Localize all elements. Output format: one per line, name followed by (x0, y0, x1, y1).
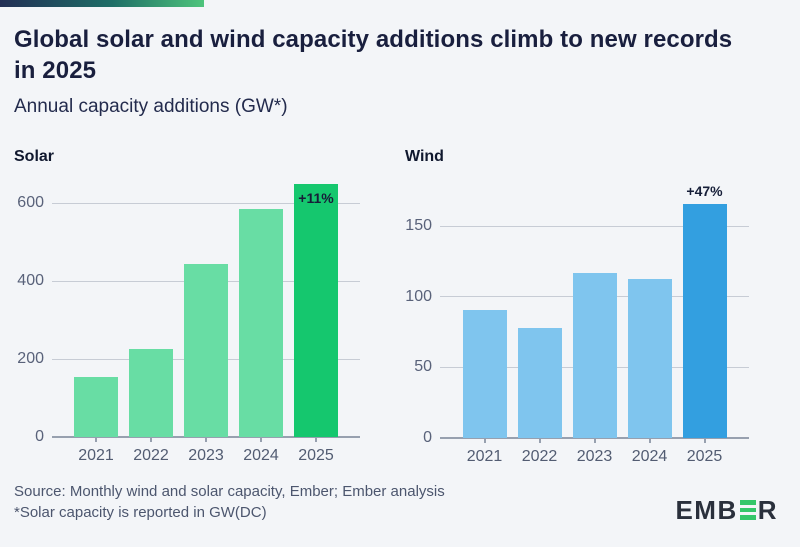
ember-logo: EMB R (675, 494, 778, 525)
gridline (52, 202, 360, 204)
y-axis-tick-label: 150 (405, 217, 432, 235)
x-axis-tick (648, 439, 651, 443)
logo-text-left: EMB (675, 494, 738, 525)
x-axis-tick (483, 439, 486, 443)
x-axis-tick (315, 438, 317, 442)
accent-gradient-bar (0, 0, 204, 7)
x-axis-tick-label: 2025 (298, 447, 334, 464)
x-axis-tick (150, 438, 152, 442)
bar-2025: +11% (294, 183, 338, 437)
x-axis-tick (538, 439, 541, 443)
x-axis-tick-label: 2022 (133, 447, 169, 464)
x-axis-tick-label: 2023 (576, 448, 613, 465)
x-axis-tick (205, 438, 207, 442)
bar-2023 (572, 272, 617, 438)
y-axis-tick-label: 100 (405, 287, 432, 305)
bar-group: 2021 2022 2023 2024 +47% 2025 (440, 183, 749, 465)
x-axis-tick-label: 2024 (631, 448, 668, 465)
bar-slot: +11% 2025 (294, 180, 338, 464)
bar-group: 2021 2022 2023 2024 +11% 2025 (52, 180, 360, 464)
growth-annotation: +47% (686, 182, 723, 199)
x-axis-tick-label: 2021 (78, 447, 114, 464)
source-note: Source: Monthly wind and solar capacity,… (14, 481, 445, 523)
bar-2025: +47% (682, 183, 727, 438)
y-axis-tick-label: 50 (414, 358, 432, 376)
bar-2021 (74, 376, 118, 437)
y-axis-tick-label: 0 (423, 429, 432, 446)
bar-slot: 2021 (462, 191, 507, 465)
wind-panel-title: Wind (405, 148, 444, 165)
x-axis-line (52, 436, 360, 438)
gridline (440, 225, 749, 227)
solar-bar-chart: 0 200 400 600 2021 2022 2023 2024 +11% 2025 (17, 180, 360, 464)
y-axis-tick-label: 200 (17, 350, 44, 368)
bar-2021 (462, 309, 507, 438)
x-axis-line (440, 437, 749, 439)
bar-2023 (184, 264, 228, 437)
bar-slot: +47% 2025 (682, 183, 727, 465)
wind-bar-chart: 0 50 100 150 2021 2022 2023 2024 +47% 2025 (405, 183, 749, 465)
page-subtitle: Annual capacity additions (GW*) (14, 96, 288, 117)
y-axis-tick-label: 0 (35, 428, 44, 445)
bar-2024 (627, 278, 672, 438)
ember-green-e-bars-icon (739, 499, 756, 521)
source-line-2: *Solar capacity is reported in GW(DC) (14, 504, 267, 521)
x-axis-tick-label: 2022 (521, 448, 558, 465)
bar-slot: 2021 (74, 180, 118, 464)
bar-slot: 2024 (239, 180, 283, 464)
x-axis-tick-label: 2021 (466, 448, 503, 465)
x-axis-tick (703, 439, 706, 443)
growth-annotation: +11% (298, 189, 334, 206)
y-axis-tick-label: 400 (17, 272, 44, 290)
solar-panel-title: Solar (14, 148, 55, 165)
source-line-1: Source: Monthly wind and solar capacity,… (14, 483, 445, 500)
x-axis-tick (95, 438, 97, 442)
bar-2022 (517, 327, 562, 438)
bar-2022 (129, 349, 173, 437)
x-axis-tick-label: 2023 (188, 447, 224, 464)
x-axis-tick-label: 2024 (243, 447, 279, 464)
bar-2024 (239, 209, 283, 437)
bar-slot: 2022 (517, 191, 562, 465)
x-axis-tick (593, 439, 596, 443)
logo-text-right: R (757, 494, 778, 525)
bar-slot: 2024 (627, 191, 672, 465)
bar-slot: 2022 (129, 180, 173, 464)
x-axis-tick (260, 438, 262, 442)
bar-slot: 2023 (572, 191, 617, 465)
bar-slot: 2023 (184, 180, 228, 464)
page-title: Global solar and wind capacity additions… (14, 26, 733, 84)
x-axis-tick-label: 2025 (686, 448, 723, 465)
y-axis-tick-label: 600 (17, 194, 44, 212)
